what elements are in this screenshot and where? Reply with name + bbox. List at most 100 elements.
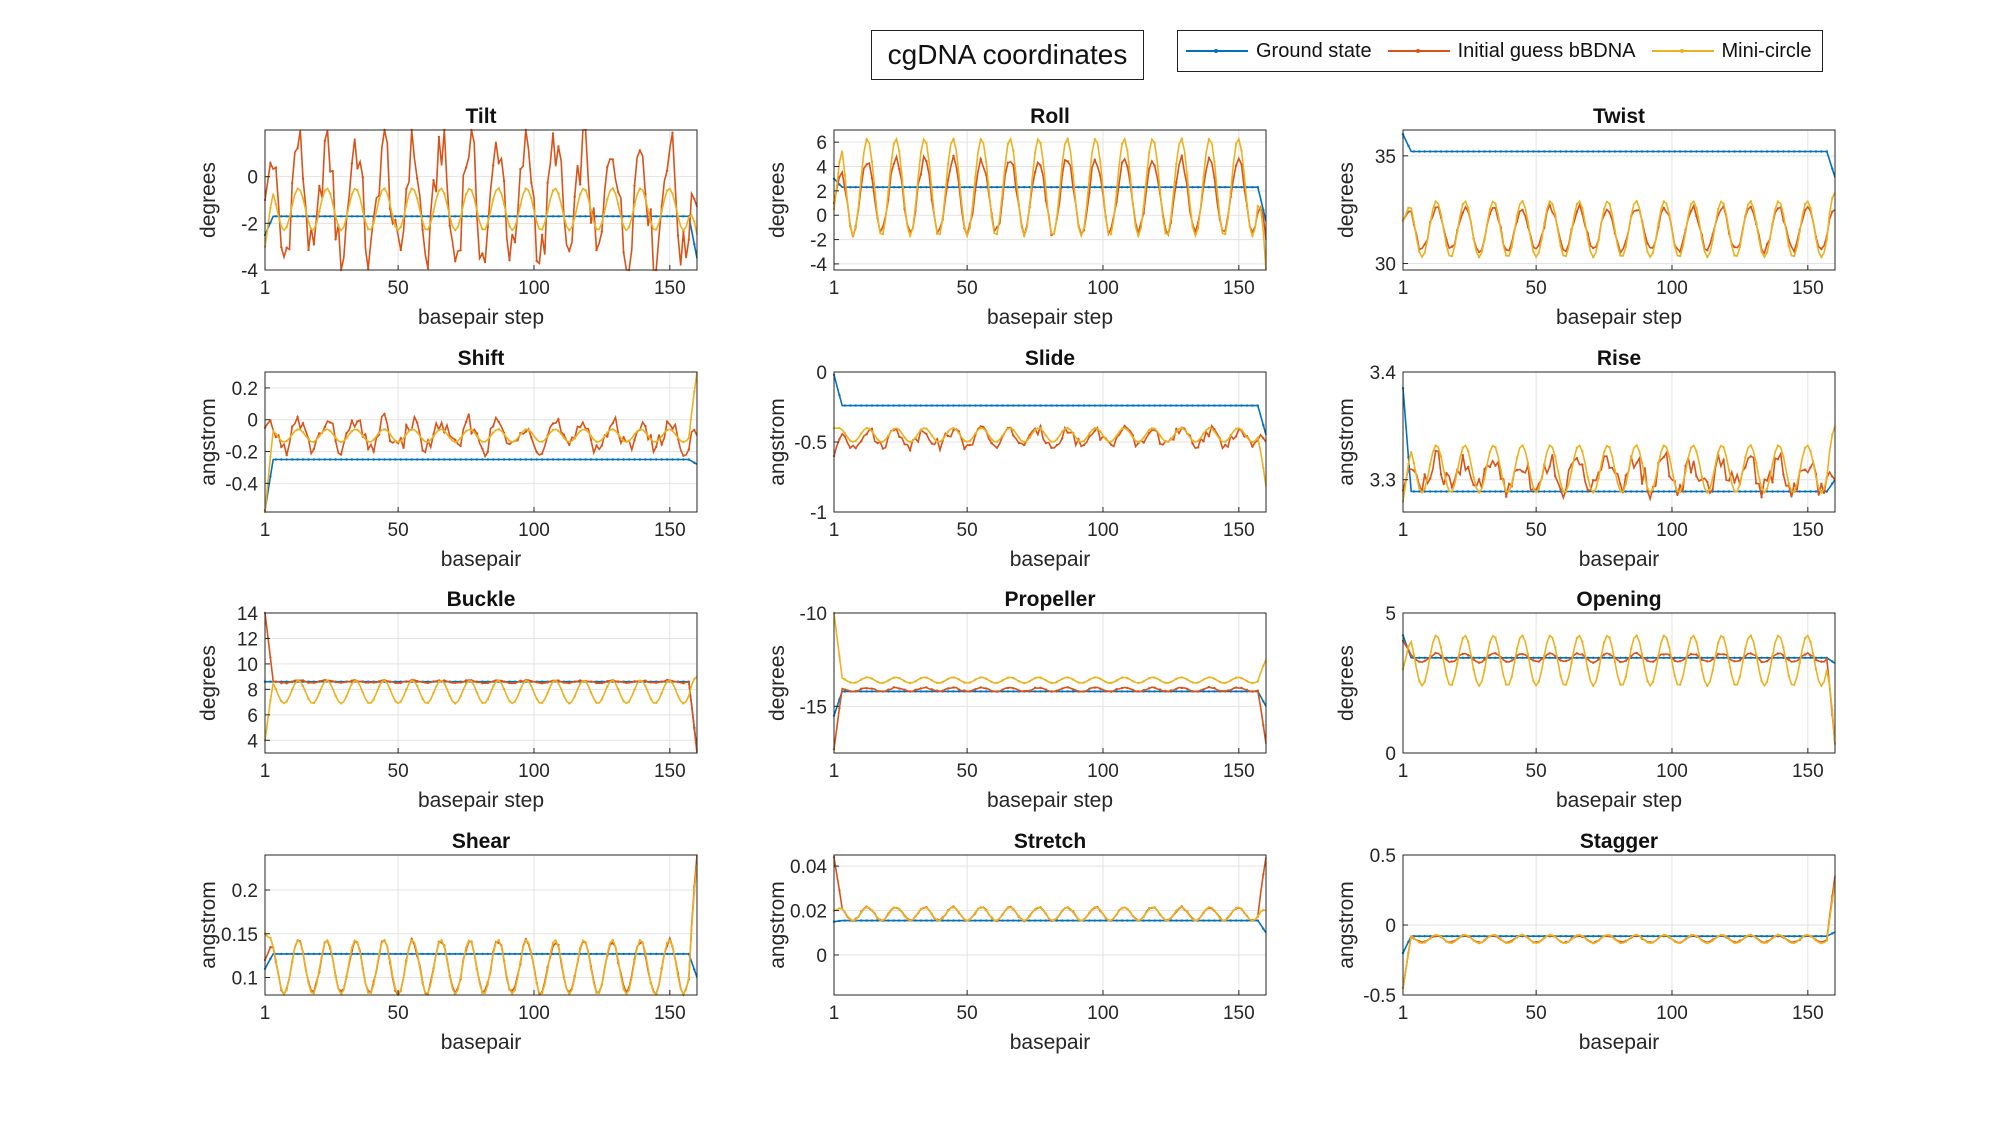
series-point-mini-circle xyxy=(1175,909,1178,912)
legend-line-initial-guess xyxy=(1387,49,1450,53)
series-point-ground-state xyxy=(1218,919,1222,922)
series-point-mini-circle xyxy=(1809,934,1812,938)
series-point-ground-state xyxy=(611,458,614,461)
series-point-ground-state xyxy=(1164,404,1167,407)
series-point-mini-circle xyxy=(990,215,993,218)
series-point-ground-state xyxy=(1456,150,1459,153)
series-point-initial-guess-bbdna xyxy=(892,162,895,166)
series-point-ground-state xyxy=(459,952,462,956)
x-tick-label: 150 xyxy=(1223,761,1255,782)
series-point-initial-guess-bbdna xyxy=(946,434,950,438)
series-point-mini-circle xyxy=(1668,213,1671,216)
series-point-initial-guess-bbdna xyxy=(568,682,571,685)
series-point-mini-circle xyxy=(908,919,912,922)
series-point-mini-circle xyxy=(1006,427,1010,430)
series-point-mini-circle xyxy=(1619,941,1622,945)
series-point-ground-state xyxy=(1765,935,1769,938)
x-axis-label: basepair xyxy=(1579,1031,1660,1054)
series-point-mini-circle xyxy=(968,918,971,921)
series-point-mini-circle xyxy=(1033,677,1037,680)
series-point-mini-circle xyxy=(1148,151,1151,154)
series-point-mini-circle xyxy=(1646,941,1649,944)
series-point-initial-guess-bbdna xyxy=(1744,466,1747,469)
series-point-mini-circle xyxy=(941,217,944,220)
series-point-mini-circle xyxy=(843,174,847,177)
x-tick-label: 150 xyxy=(1792,520,1824,541)
series-point-mini-circle xyxy=(1711,476,1714,480)
series-point-mini-circle xyxy=(383,679,386,682)
series-point-ground-state xyxy=(1142,919,1145,922)
series-point-mini-circle xyxy=(312,440,316,443)
series-point-ground-state xyxy=(1635,656,1638,659)
series-point-ground-state xyxy=(1831,660,1834,663)
series-point-mini-circle xyxy=(1657,222,1660,225)
series-line-ground-state xyxy=(264,458,698,511)
series-point-mini-circle xyxy=(898,428,901,431)
series-point-initial-guess-bbdna xyxy=(280,246,283,249)
series-point-ground-state xyxy=(1202,404,1205,407)
series-point-initial-guess-bbdna xyxy=(1521,652,1524,656)
series-point-initial-guess-bbdna xyxy=(595,681,598,685)
series-point-mini-circle xyxy=(671,945,674,948)
series-point-mini-circle xyxy=(1809,640,1812,643)
y-tick-label: -4 xyxy=(241,261,258,282)
series-point-initial-guess-bbdna xyxy=(497,420,500,424)
series-point-ground-state xyxy=(1148,186,1151,189)
series-point-mini-circle xyxy=(903,680,906,683)
series-point-initial-guess-bbdna xyxy=(1022,689,1026,693)
series-point-mini-circle xyxy=(1251,919,1254,922)
series-point-mini-circle xyxy=(1234,676,1238,679)
series-point-initial-guess-bbdna xyxy=(1619,660,1622,664)
series-point-mini-circle xyxy=(1733,254,1736,257)
series-point-mini-circle xyxy=(421,697,424,700)
series-point-ground-state xyxy=(957,919,961,922)
series-point-ground-state xyxy=(350,458,354,461)
series-point-mini-circle xyxy=(1771,222,1774,225)
series-point-initial-guess-bbdna xyxy=(405,423,408,427)
series-point-ground-state xyxy=(573,458,576,461)
series-point-ground-state xyxy=(1175,404,1178,407)
plot-area xyxy=(265,372,697,512)
series-point-ground-state xyxy=(1803,656,1807,659)
series-point-mini-circle xyxy=(1499,938,1503,941)
series-point-ground-state xyxy=(1532,150,1535,153)
series-point-mini-circle xyxy=(383,938,386,942)
series-point-ground-state xyxy=(617,458,620,461)
series-point-mini-circle xyxy=(1088,432,1091,435)
series-point-ground-state xyxy=(1450,150,1454,153)
series-point-mini-circle xyxy=(1662,200,1666,203)
series-point-initial-guess-bbdna xyxy=(394,219,397,222)
series-point-mini-circle xyxy=(1738,482,1742,486)
series-point-initial-guess-bbdna xyxy=(475,681,479,684)
series-point-ground-state xyxy=(903,404,906,407)
series-point-mini-circle xyxy=(1467,934,1470,938)
series-point-mini-circle xyxy=(676,215,680,218)
series-point-initial-guess-bbdna xyxy=(1668,475,1671,478)
series-point-initial-guess-bbdna xyxy=(1234,686,1238,689)
series-point-mini-circle xyxy=(1657,654,1660,657)
series-point-mini-circle xyxy=(1733,683,1736,686)
series-point-ground-state xyxy=(843,404,847,407)
x-tick-label: 50 xyxy=(957,1003,978,1024)
series-point-mini-circle xyxy=(1722,636,1725,639)
series-point-mini-circle xyxy=(334,436,337,439)
series-point-initial-guess-bbdna xyxy=(1434,449,1437,453)
series-point-ground-state xyxy=(1213,919,1216,922)
series-point-mini-circle xyxy=(1131,436,1135,439)
series-point-mini-circle xyxy=(1477,491,1481,494)
series-point-ground-state xyxy=(1224,186,1227,189)
series-point-initial-guess-bbdna xyxy=(329,421,332,424)
series-point-initial-guess-bbdna xyxy=(535,451,538,454)
series-point-initial-guess-bbdna xyxy=(946,178,950,182)
series-point-mini-circle xyxy=(1175,162,1178,166)
series-point-initial-guess-bbdna xyxy=(383,412,386,416)
series-point-mini-circle xyxy=(1456,661,1459,665)
series-point-mini-circle xyxy=(1717,207,1720,211)
series-point-mini-circle xyxy=(1256,680,1260,683)
series-point-mini-circle xyxy=(1521,634,1524,637)
series-point-initial-guess-bbdna xyxy=(1202,440,1205,443)
series-point-mini-circle xyxy=(843,432,847,435)
series-point-initial-guess-bbdna xyxy=(508,681,511,685)
x-tick-label: 100 xyxy=(1656,520,1688,541)
